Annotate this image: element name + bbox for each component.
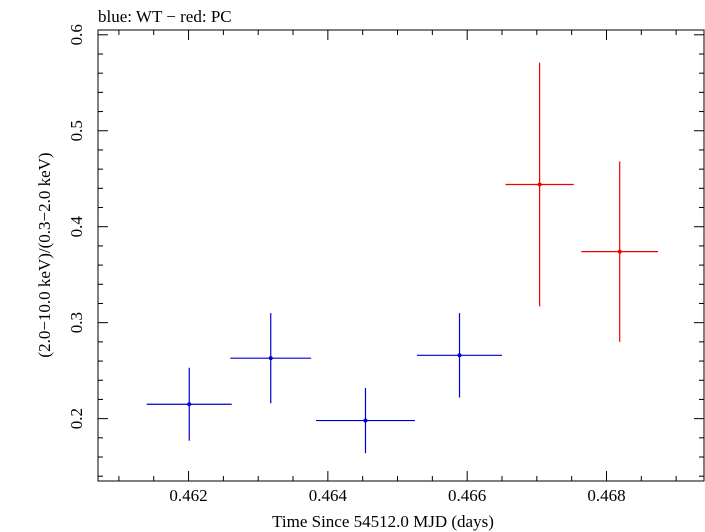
data-point-wt — [316, 387, 415, 454]
chart-title: blue: WT − red: PC — [98, 7, 232, 26]
y-tick-label: 0.5 — [67, 120, 86, 141]
x-axis: 0.462 0.464 0.466 0.468 — [118, 30, 677, 505]
y-axis: 0.2 0.3 0.4 0.5 0.6 — [67, 24, 704, 477]
data-point-marker — [363, 418, 368, 423]
data-point-marker — [457, 353, 462, 358]
data-point-marker — [187, 402, 192, 407]
data-point-marker — [268, 356, 273, 361]
data-point-pc — [581, 161, 659, 342]
x-tick-label: 0.462 — [169, 486, 207, 505]
data-point-wt — [417, 313, 502, 398]
y-tick-label: 0.6 — [67, 24, 86, 45]
x-tick-label: 0.464 — [309, 486, 348, 505]
y-tick-label: 0.2 — [67, 408, 86, 429]
plot-frame — [97, 29, 705, 482]
data-point-marker — [537, 182, 542, 187]
y-axis-label: (2.0−10.0 keV)/(0.3−2.0 keV) — [35, 152, 54, 357]
x-tick-label: 0.468 — [587, 486, 625, 505]
x-axis-label: Time Since 54512.0 MJD (days) — [272, 512, 494, 531]
x-tick-label: 0.466 — [448, 486, 486, 505]
data-point-wt — [146, 367, 232, 441]
y-tick-label: 0.3 — [67, 312, 86, 333]
data-points — [146, 62, 659, 454]
data-point-wt — [230, 313, 312, 404]
data-point-pc — [505, 62, 574, 307]
y-tick-label: 0.4 — [67, 216, 86, 238]
data-point-marker — [617, 249, 622, 254]
